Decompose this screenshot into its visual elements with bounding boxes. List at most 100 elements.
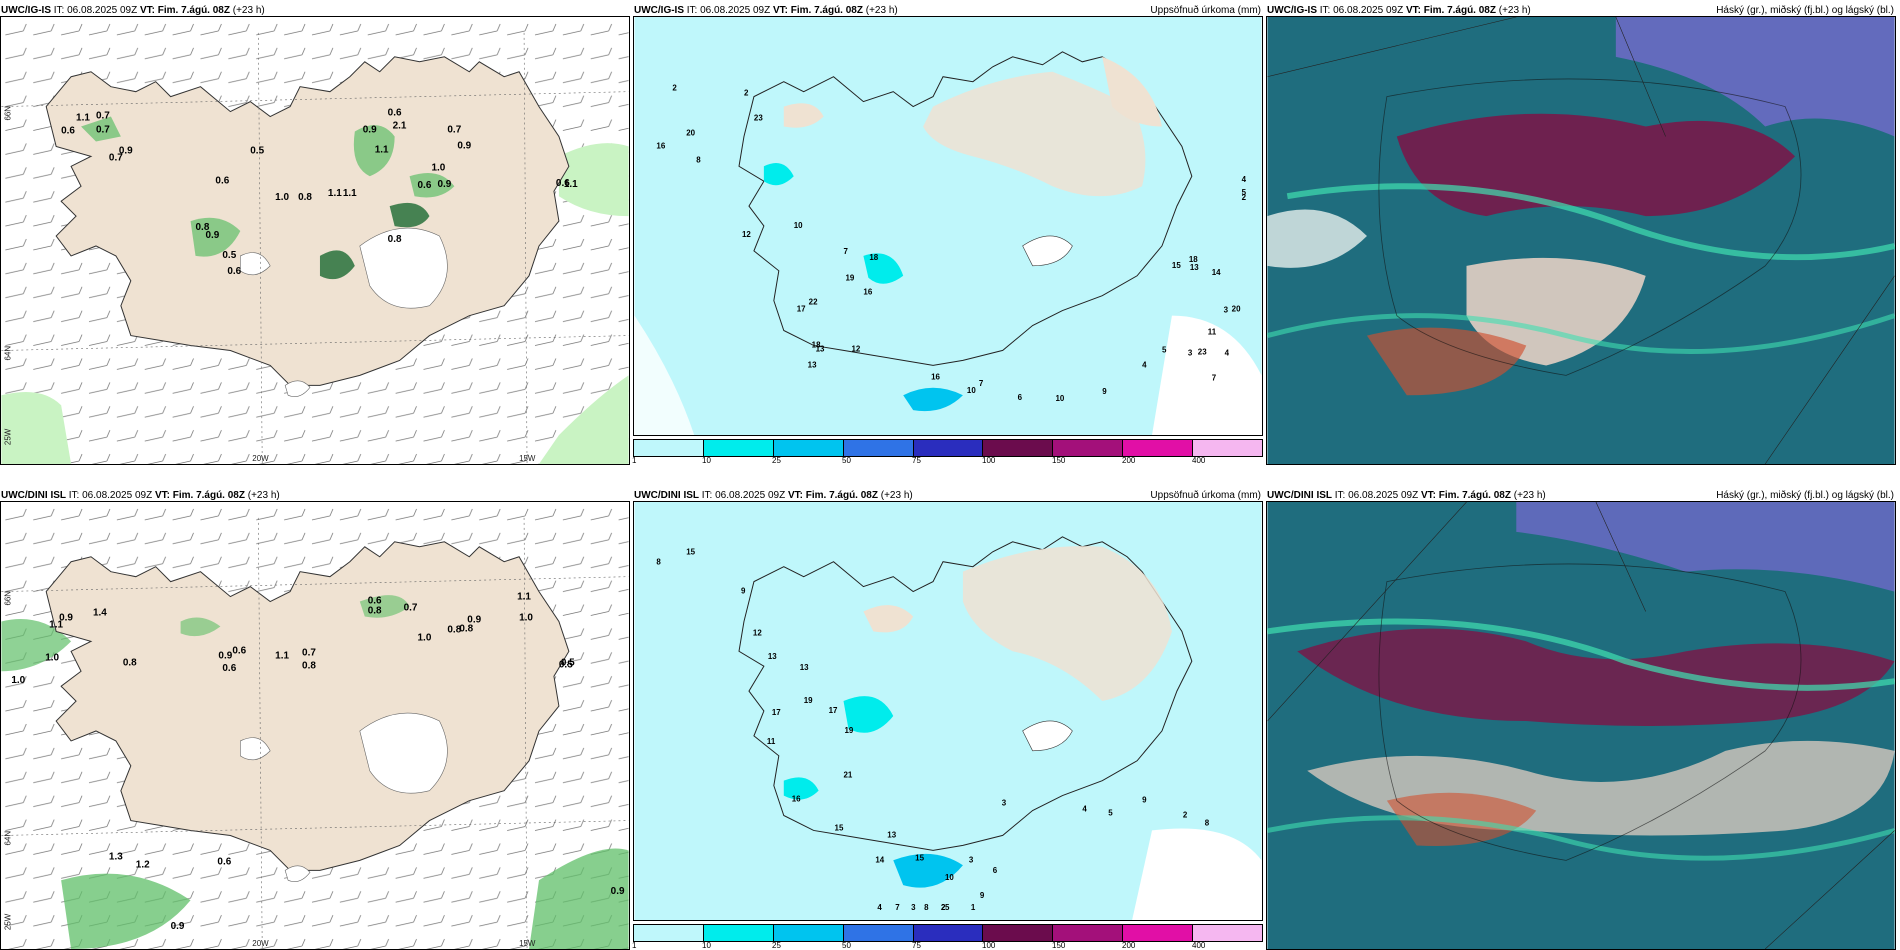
precip-value: 1.1 — [375, 144, 389, 155]
precip-value: 0.8 — [459, 623, 473, 634]
precip-value: 0.8 — [196, 222, 210, 233]
precip-value: 4 — [1225, 348, 1230, 357]
colorbar-label: 100 — [982, 941, 996, 950]
precip-value: 15 — [915, 853, 924, 862]
colorbar-label: 25 — [772, 941, 781, 950]
precip-value: 2 — [672, 84, 677, 93]
precip-value-labels: 0.9 1.41.11.01.00.80.60.9 0.6 1.10.80.70.81… — [11, 592, 625, 933]
precip-value: 1.1 — [517, 592, 531, 603]
colorbar-label: 400 — [1192, 941, 1206, 950]
precip-value: 0.6 — [388, 108, 402, 119]
precip-value: 0.9 — [437, 179, 451, 190]
precip-value: 3 — [1002, 799, 1007, 808]
panel-variable-title: Háský (gr.), miðský (fj.bl.) og lágský (… — [1716, 490, 1894, 501]
precip-value: 1.1 — [343, 188, 357, 199]
precip-value: 5 — [945, 903, 950, 912]
precip-value: 16 — [792, 795, 801, 804]
precip-value: 7 — [844, 247, 849, 256]
precip-value: 7 — [895, 903, 900, 912]
precip-value: 7 — [1212, 373, 1217, 382]
colorbar-label: 200 — [1122, 456, 1136, 465]
colorbar-swatch — [983, 925, 1054, 941]
panel-title: UWC/DINI ISL IT: 06.08.2025 09Z VT: Fim.… — [1, 490, 280, 501]
precip-value: 2.1 — [393, 121, 407, 132]
precip-value: 5 — [1162, 345, 1167, 354]
panel-title: UWC/DINI ISL IT: 06.08.2025 09Z VT: Fim.… — [634, 490, 913, 501]
map-frame — [1266, 16, 1896, 465]
precip-value: 13 — [816, 344, 825, 353]
precip-value: 23 — [1198, 347, 1207, 356]
panel-bottom-mid-accum: UWC/DINI ISL IT: 06.08.2025 09Z VT: Fim.… — [632, 485, 1263, 950]
colorbar-label: 200 — [1122, 941, 1136, 950]
precip-value: 3 — [911, 903, 916, 912]
precip-value: 0.5 — [559, 659, 573, 670]
precip-value: 16 — [931, 372, 940, 381]
panel-title: UWC/IG-IS IT: 06.08.2025 09Z VT: Fim. 7.… — [1, 5, 265, 16]
precip-value: 0.6 — [217, 856, 231, 867]
precip-value: 0.9 — [218, 650, 232, 661]
colorbar-swatch — [703, 925, 774, 941]
precip-value: 0.7 — [302, 647, 316, 658]
precip-value: 15 — [686, 548, 695, 557]
precip-value: 0.9 — [171, 921, 185, 932]
wind-precip-map: 66N 64N 25W 20W 15W 0.9 1.41.11.01.00.80.… — [1, 502, 629, 949]
colorbar-swatch — [773, 440, 844, 456]
precip-value: 0.7 — [109, 152, 123, 163]
precip-value: 12 — [753, 628, 762, 637]
precip-value: 3 — [1224, 306, 1229, 315]
precip-value: 4 — [877, 903, 882, 912]
precip-value: 1.1 — [76, 113, 90, 124]
precip-value: 14 — [875, 855, 884, 864]
precip-value: 4 — [1242, 175, 1247, 184]
precip-value: 9 — [980, 891, 985, 900]
precip-value: 10 — [794, 221, 803, 230]
precip-value: 17 — [772, 708, 781, 717]
precip-value: 0.5 — [561, 657, 575, 668]
precip-value: 1.0 — [519, 612, 533, 623]
precip-value: 1.1 — [564, 179, 578, 190]
lon-label-15: 15W — [519, 939, 536, 948]
lat-label-64: 64N — [3, 346, 12, 361]
precip-value: 12 — [851, 344, 860, 353]
precip-value: 9 — [741, 587, 746, 596]
colorbar-labels: 1 10 25 50 75 100 150 200 400 — [632, 941, 1263, 950]
precip-value: 20 — [1232, 305, 1241, 314]
precip-value: 4 — [1082, 805, 1087, 814]
colorbar-swatch — [1193, 440, 1263, 456]
precip-value: 0.6 — [418, 180, 432, 191]
precip-value: 0.9 — [467, 614, 481, 625]
precip-value: 13 — [887, 830, 896, 839]
cloud-cover-map — [1267, 17, 1895, 464]
precip-value: 21 — [844, 771, 853, 780]
precip-value: 1.0 — [431, 162, 445, 173]
colorbar-label: 150 — [1052, 456, 1066, 465]
panel-top-mid-accum: UWC/IG-IS IT: 06.08.2025 09Z VT: Fim. 7.… — [632, 0, 1263, 465]
precip-value: 9 — [1142, 796, 1147, 805]
precip-value: 0.5 — [222, 250, 236, 261]
precip-colorbar — [633, 439, 1263, 457]
colorbar-swatch — [843, 925, 914, 941]
map-frame: 8 15 9 12 13 13 17 19 11 17 19 21 16 15 13 14 15 10 9 6 7 8 2 3… — [633, 501, 1263, 921]
precip-value: 3 — [969, 855, 974, 864]
precip-value: 2 — [941, 903, 946, 912]
panel-title: UWC/IG-IS IT: 06.08.2025 09Z VT: Fim. 7.… — [634, 5, 898, 16]
precip-value: 0.8 — [123, 657, 137, 668]
colorbar-label: 10 — [702, 456, 711, 465]
precip-value: 0.8 — [447, 624, 461, 635]
precip-colorbar — [633, 924, 1263, 942]
precip-value: 17 — [797, 305, 806, 314]
panel-bottom-left-wind: UWC/DINI ISL IT: 06.08.2025 09Z VT: Fim.… — [0, 485, 630, 950]
lat-label-66: 66N — [3, 106, 12, 121]
precip-value: 10 — [945, 873, 954, 882]
precip-value: 0.6 — [215, 175, 229, 186]
precip-value-labels: 0.71.10.6 0.70.90.70.50.61.0 0.8 1.1 1.10.80… — [61, 108, 578, 277]
precip-value: 2 — [1183, 810, 1188, 819]
lat-label-64: 64N — [3, 831, 12, 846]
precip-value: 1.4 — [93, 607, 107, 618]
precip-value: 23 — [754, 114, 763, 123]
panel-bottom-right-cloud: UWC/DINI ISL IT: 06.08.2025 09Z VT: Fim.… — [1266, 485, 1896, 950]
wind-precip-map: 66N 64N 25W 20W 15W 0.71.10.6 0.70.90.70.… — [1, 17, 629, 464]
precip-value: 0.8 — [388, 234, 402, 245]
map-frame: 66N 64N 25W 20W 15W 0.9 1.4 1.1 1.0 1.0 0.8 0.… — [0, 501, 630, 950]
